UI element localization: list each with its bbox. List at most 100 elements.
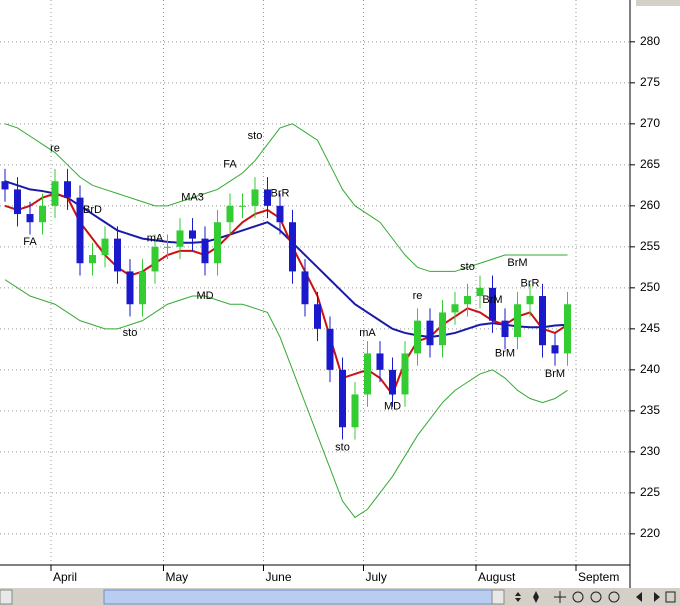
y-tick-label: 265 — [640, 157, 660, 171]
candle-body — [26, 214, 34, 223]
candle-body — [401, 353, 409, 395]
annotation: MD — [384, 401, 401, 413]
candle-body — [126, 271, 134, 305]
y-tick-label: 220 — [640, 526, 660, 540]
y-tick-label: 240 — [640, 362, 660, 376]
candle-body — [201, 238, 209, 264]
candle-body — [51, 181, 59, 206]
candle-body — [539, 296, 546, 346]
candle-body — [326, 328, 334, 370]
candle-body — [276, 205, 284, 223]
candle-body — [64, 181, 71, 198]
candle-body — [476, 287, 484, 297]
overlay-line — [4, 180, 568, 339]
annotation: BrM — [482, 294, 502, 306]
candle-body — [314, 304, 321, 329]
candle-body — [551, 345, 559, 354]
tool-icon[interactable] — [572, 591, 584, 603]
annotation: BrM — [507, 257, 527, 269]
annotation: BrD — [83, 204, 102, 216]
scroll-right[interactable] — [491, 589, 505, 605]
annotation: sto — [335, 442, 350, 454]
annotation: BrM — [545, 368, 565, 380]
x-tick-label: April — [53, 570, 77, 584]
x-tick-label: Septem — [578, 570, 619, 584]
candle-body — [39, 205, 46, 223]
candle-body — [526, 296, 534, 305]
y-tick-label: 270 — [640, 116, 660, 130]
x-tick-label: July — [366, 570, 387, 584]
y-tick-label: 250 — [640, 280, 660, 294]
annotation: re — [413, 290, 423, 302]
tool-icon[interactable] — [608, 591, 620, 603]
candle-body — [189, 230, 196, 239]
x-tick-label: May — [166, 570, 189, 584]
overlay-line — [4, 123, 568, 272]
annotation: mA — [359, 327, 376, 339]
candle-body — [114, 238, 121, 272]
candle-body — [439, 312, 446, 346]
candle-body — [364, 353, 371, 395]
y-tick-label: 255 — [640, 239, 660, 253]
candle-body — [289, 222, 296, 272]
tool-icon[interactable] — [636, 592, 642, 602]
tool-icon[interactable] — [554, 591, 566, 603]
candle-body — [501, 320, 509, 338]
candle-body — [226, 205, 234, 223]
candle-body — [376, 353, 384, 370]
candle-body — [1, 181, 9, 190]
y-tick-label: 230 — [640, 444, 660, 458]
candle-body — [489, 287, 496, 321]
candle-body — [139, 271, 146, 305]
candle-body — [214, 222, 221, 264]
scroll-thumb[interactable] — [103, 589, 505, 605]
y-tick-label: 260 — [640, 198, 660, 212]
tool-icon[interactable] — [533, 591, 539, 603]
annotation: mA — [147, 233, 164, 245]
x-tick-label: August — [478, 570, 516, 584]
y-tick-label: 245 — [640, 321, 660, 335]
x-tick-label: June — [266, 570, 292, 584]
tool-icon[interactable] — [590, 591, 602, 603]
annotation: sto — [460, 261, 475, 273]
candle-body — [14, 189, 21, 215]
candle-body — [89, 255, 96, 264]
candle-body — [264, 189, 271, 206]
candle-body — [76, 197, 84, 264]
annotation: MA3 — [181, 192, 204, 204]
window-buttons[interactable] — [636, 0, 680, 6]
candle-body — [176, 230, 184, 247]
candle-body — [151, 246, 159, 272]
candle-body — [464, 296, 471, 305]
y-tick-label: 225 — [640, 485, 660, 499]
tool-icon[interactable] — [665, 591, 676, 603]
annotation: BrR — [521, 278, 540, 290]
candle-body — [339, 369, 346, 428]
annotation: FA — [223, 159, 237, 171]
tool-icon[interactable] — [515, 592, 521, 602]
y-tick-label: 235 — [640, 403, 660, 417]
candle-body — [514, 304, 521, 338]
candle-body — [251, 189, 259, 206]
annotation: MD — [196, 290, 213, 302]
annotation: BrM — [495, 347, 515, 359]
overlay-line — [4, 279, 568, 519]
candle-body — [414, 320, 421, 354]
candle-body — [564, 304, 571, 354]
tool-icon[interactable] — [654, 592, 660, 602]
candle-body — [101, 238, 109, 256]
annotation: sto — [248, 130, 263, 142]
y-tick-label: 280 — [640, 34, 660, 48]
candle-body — [389, 369, 396, 395]
annotation: BrR — [271, 187, 290, 199]
candle-body — [164, 246, 171, 248]
scroll-left[interactable] — [0, 589, 13, 605]
candle-body — [301, 271, 309, 305]
candle-body — [451, 304, 459, 313]
candle-body — [426, 320, 434, 346]
candle-body — [239, 205, 246, 207]
overlay-line — [4, 192, 569, 397]
annotation: sto — [123, 327, 138, 339]
annotation: re — [50, 142, 60, 154]
candle-body — [351, 394, 359, 428]
